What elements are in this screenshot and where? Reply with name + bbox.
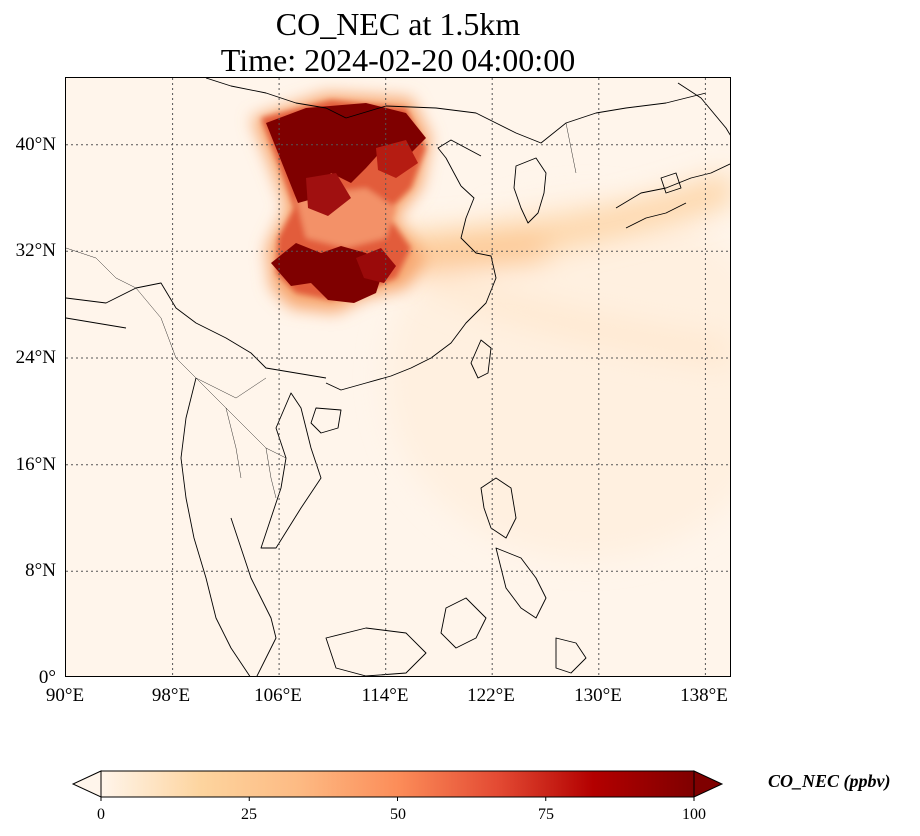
lon-tick-130e: 130°E <box>574 685 622 706</box>
lon-tick-90e: 90°E <box>45 685 85 706</box>
map-title: CO_NEC at 1.5km <box>275 6 521 42</box>
colorbar-tick-100: 100 <box>682 806 706 823</box>
colorbar-over-arrow <box>693 770 724 798</box>
plume-tail <box>366 173 730 368</box>
lat-tick-24n: 24°N <box>15 347 56 368</box>
country-borders <box>66 122 577 499</box>
lat-tick-32n: 32°N <box>15 240 56 261</box>
gridlines <box>66 78 730 676</box>
colorbar <box>71 770 724 801</box>
lat-tick-0: 0° <box>38 667 56 688</box>
map-panel <box>65 77 731 677</box>
colorbar-tick-0: 0 <box>97 806 105 823</box>
lat-tick-40n: 40°N <box>15 134 56 155</box>
lon-tick-122e: 122°E <box>467 685 515 706</box>
colorbar-label: CO_NEC (ppbv) <box>768 771 891 791</box>
colorbar-gradient <box>100 770 695 798</box>
colorbar-tick-50: 50 <box>390 806 406 823</box>
map-canvas <box>66 78 730 676</box>
colorbar-tick-25: 25 <box>241 806 257 823</box>
lat-tick-16n: 16°N <box>15 454 56 475</box>
lon-tick-114e: 114°E <box>361 685 409 706</box>
lat-tick-8n: 8°N <box>25 560 56 581</box>
coastlines <box>66 78 730 676</box>
lon-tick-138e: 138°E <box>680 685 728 706</box>
map-subtitle-time: Time: 2024-02-20 04:00:00 <box>220 42 576 78</box>
colorbar-under-arrow <box>71 770 102 798</box>
colorbar-tick-75: 75 <box>538 806 554 823</box>
lon-tick-106e: 106°E <box>254 685 302 706</box>
lon-tick-98e: 98°E <box>151 685 191 706</box>
